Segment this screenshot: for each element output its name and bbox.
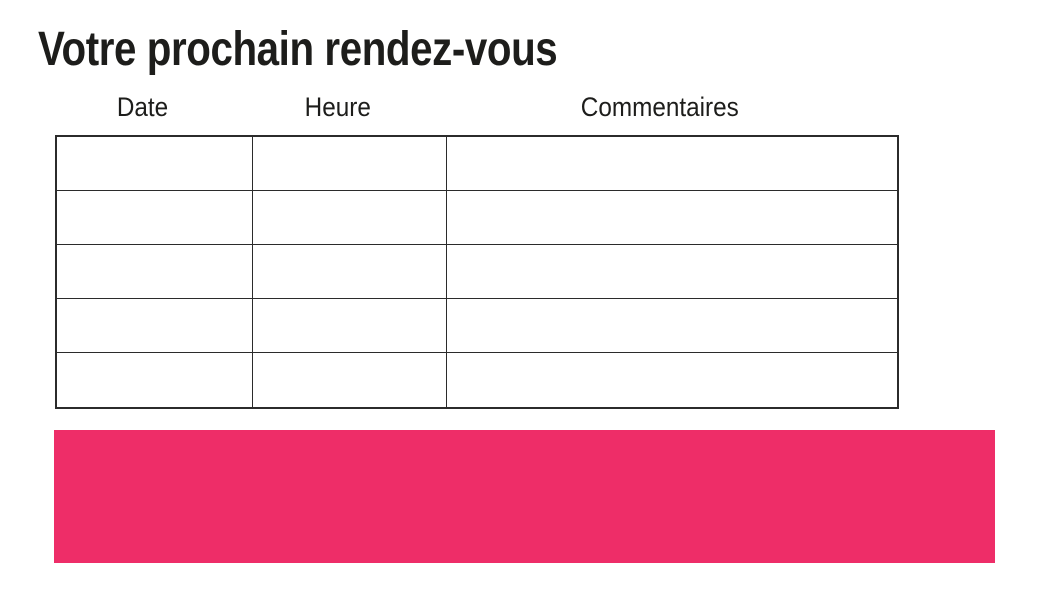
appointments-table [55, 135, 899, 409]
table-cell [57, 245, 253, 299]
column-header-date-label: Date [117, 92, 169, 122]
table-cell [57, 299, 253, 353]
column-header-commentaires-label: Commentaires [580, 92, 740, 122]
column-header-heure: Heure [241, 92, 435, 122]
pink-banner [54, 430, 995, 563]
page-title: Votre prochain rendez-vous [38, 26, 656, 74]
table-cell [57, 353, 253, 407]
table-cell [253, 191, 447, 245]
table-header-row: Date Heure Commentaires [45, 92, 885, 122]
table-cell [253, 299, 447, 353]
table-cell [447, 137, 897, 191]
table-cell [447, 299, 897, 353]
page-title-text: Votre prochain rendez-vous [38, 23, 558, 76]
table-cell [253, 245, 447, 299]
table-cell [253, 137, 447, 191]
column-header-date: Date [45, 92, 241, 122]
column-header-heure-label: Heure [304, 92, 372, 122]
table-cell [253, 353, 447, 407]
table-cell [57, 191, 253, 245]
column-header-commentaires: Commentaires [435, 92, 885, 122]
table-cell [57, 137, 253, 191]
table-cell [447, 191, 897, 245]
table-cell [447, 353, 897, 407]
table-cell [447, 245, 897, 299]
